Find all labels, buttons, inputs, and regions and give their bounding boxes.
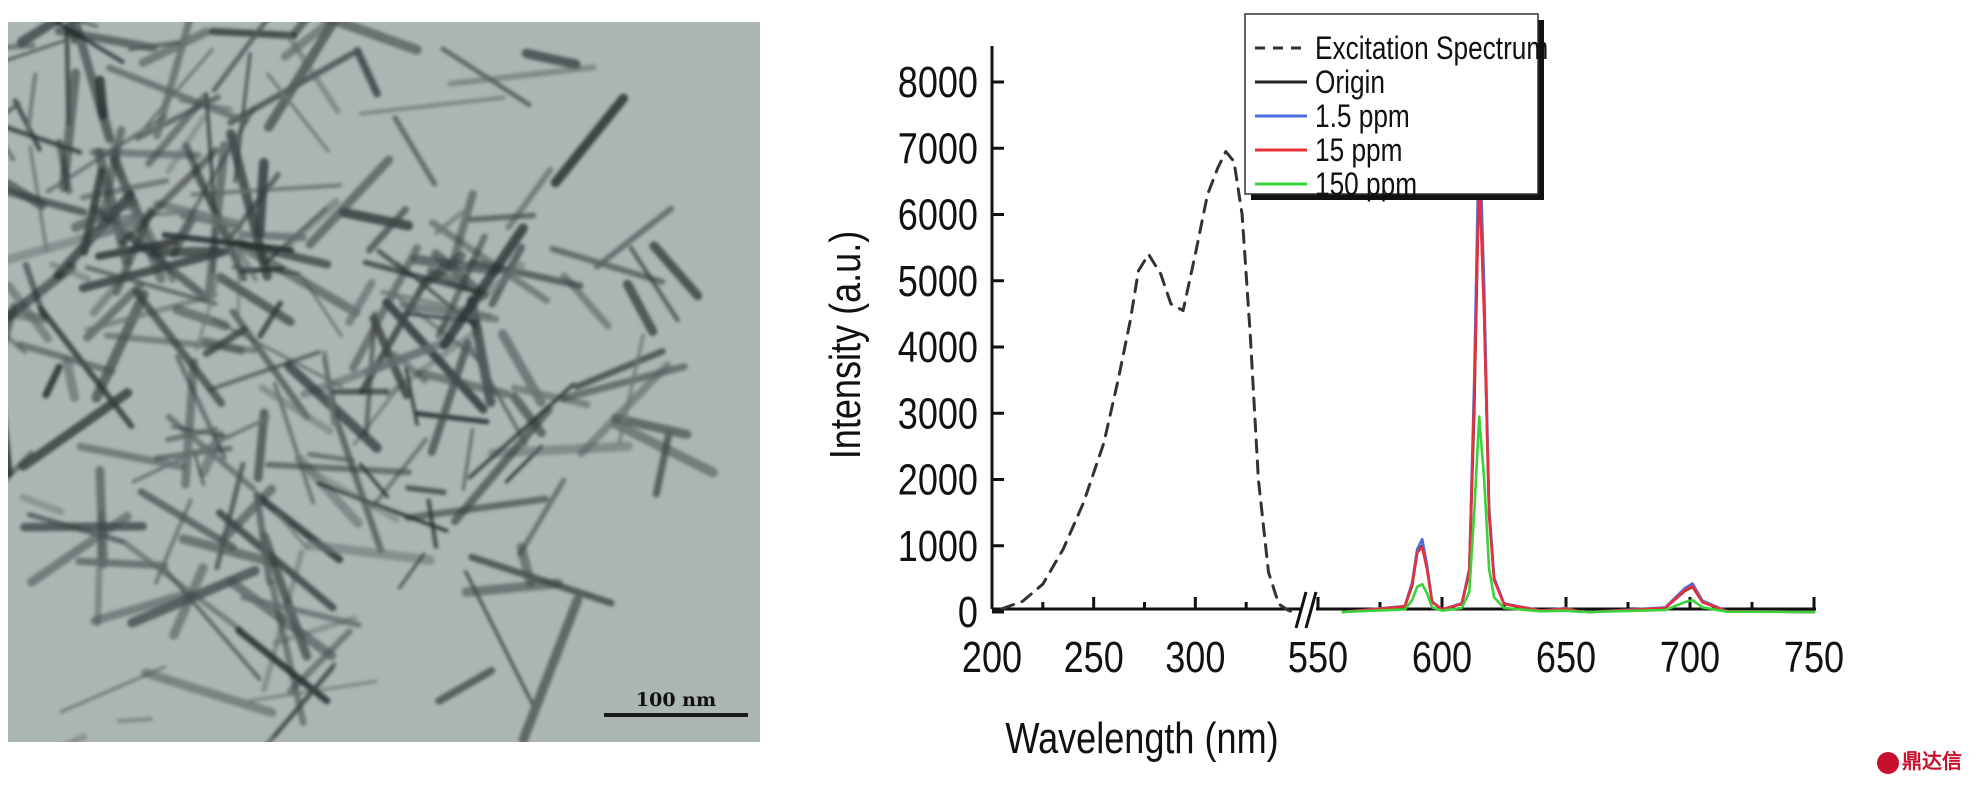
spectrum-chart: 0 1000 2000 3000 4000 5000 6000 7000 8000 200 250 3… [800,0,1984,780]
seal-icon [1877,752,1899,774]
nanorod [79,561,165,565]
nanorod [471,215,533,219]
scale-bar-label: 100 nm [636,689,716,711]
legend-label: 15 ppm [1315,134,1402,169]
y-tick-label: 3000 [898,389,978,438]
tem-micrograph: 100 nm [8,22,760,742]
nanorod [119,719,151,721]
nanorod [100,81,103,116]
x-tick-label: 600 [1412,633,1472,682]
x-tick-label: 250 [1064,633,1124,682]
legend-label: 1.5 ppm [1315,100,1410,135]
series-line-15-ppm [1343,171,1814,612]
y-axis-label: Intensity (a.u.) [821,231,870,460]
x-tick-label: 750 [1784,633,1844,682]
nanorod [260,163,264,234]
x-tick-label: 700 [1660,633,1720,682]
legend-label: Origin [1315,66,1385,101]
y-tick-label: 5000 [898,256,978,305]
x-tick-label: 550 [1288,633,1348,682]
spectrum-chart-svg: 0 1000 2000 3000 4000 5000 6000 7000 8000 200 250 3… [800,0,1984,780]
axis-break-mark [1306,592,1316,628]
y-tick-label: 7000 [898,124,978,173]
legend-label: 150 ppm [1315,168,1417,203]
y-tick-label: 0 [958,588,978,637]
y-tick-label: 4000 [898,323,978,372]
tem-image: 100 nm [8,22,760,742]
nanorod [24,526,142,527]
series-line-excitation-spectrum [1002,152,1295,612]
watermark-text: 鼎达信 [1902,749,1962,773]
x-tick-label: 200 [962,633,1022,682]
y-tick-label: 6000 [898,190,978,239]
nanorod [100,470,104,564]
y-tick-label: 2000 [898,455,978,504]
y-tick-label: 1000 [898,521,978,570]
y-tick-label: 8000 [898,58,978,107]
x-tick-label: 650 [1536,633,1596,682]
legend-label: Excitation Spectrum [1315,32,1548,67]
watermark: 鼎达信 [1877,745,1962,774]
series-line-origin [1343,168,1814,612]
x-axis-label: Wavelength (nm) [1005,714,1278,763]
x-tick-label: 300 [1165,633,1225,682]
